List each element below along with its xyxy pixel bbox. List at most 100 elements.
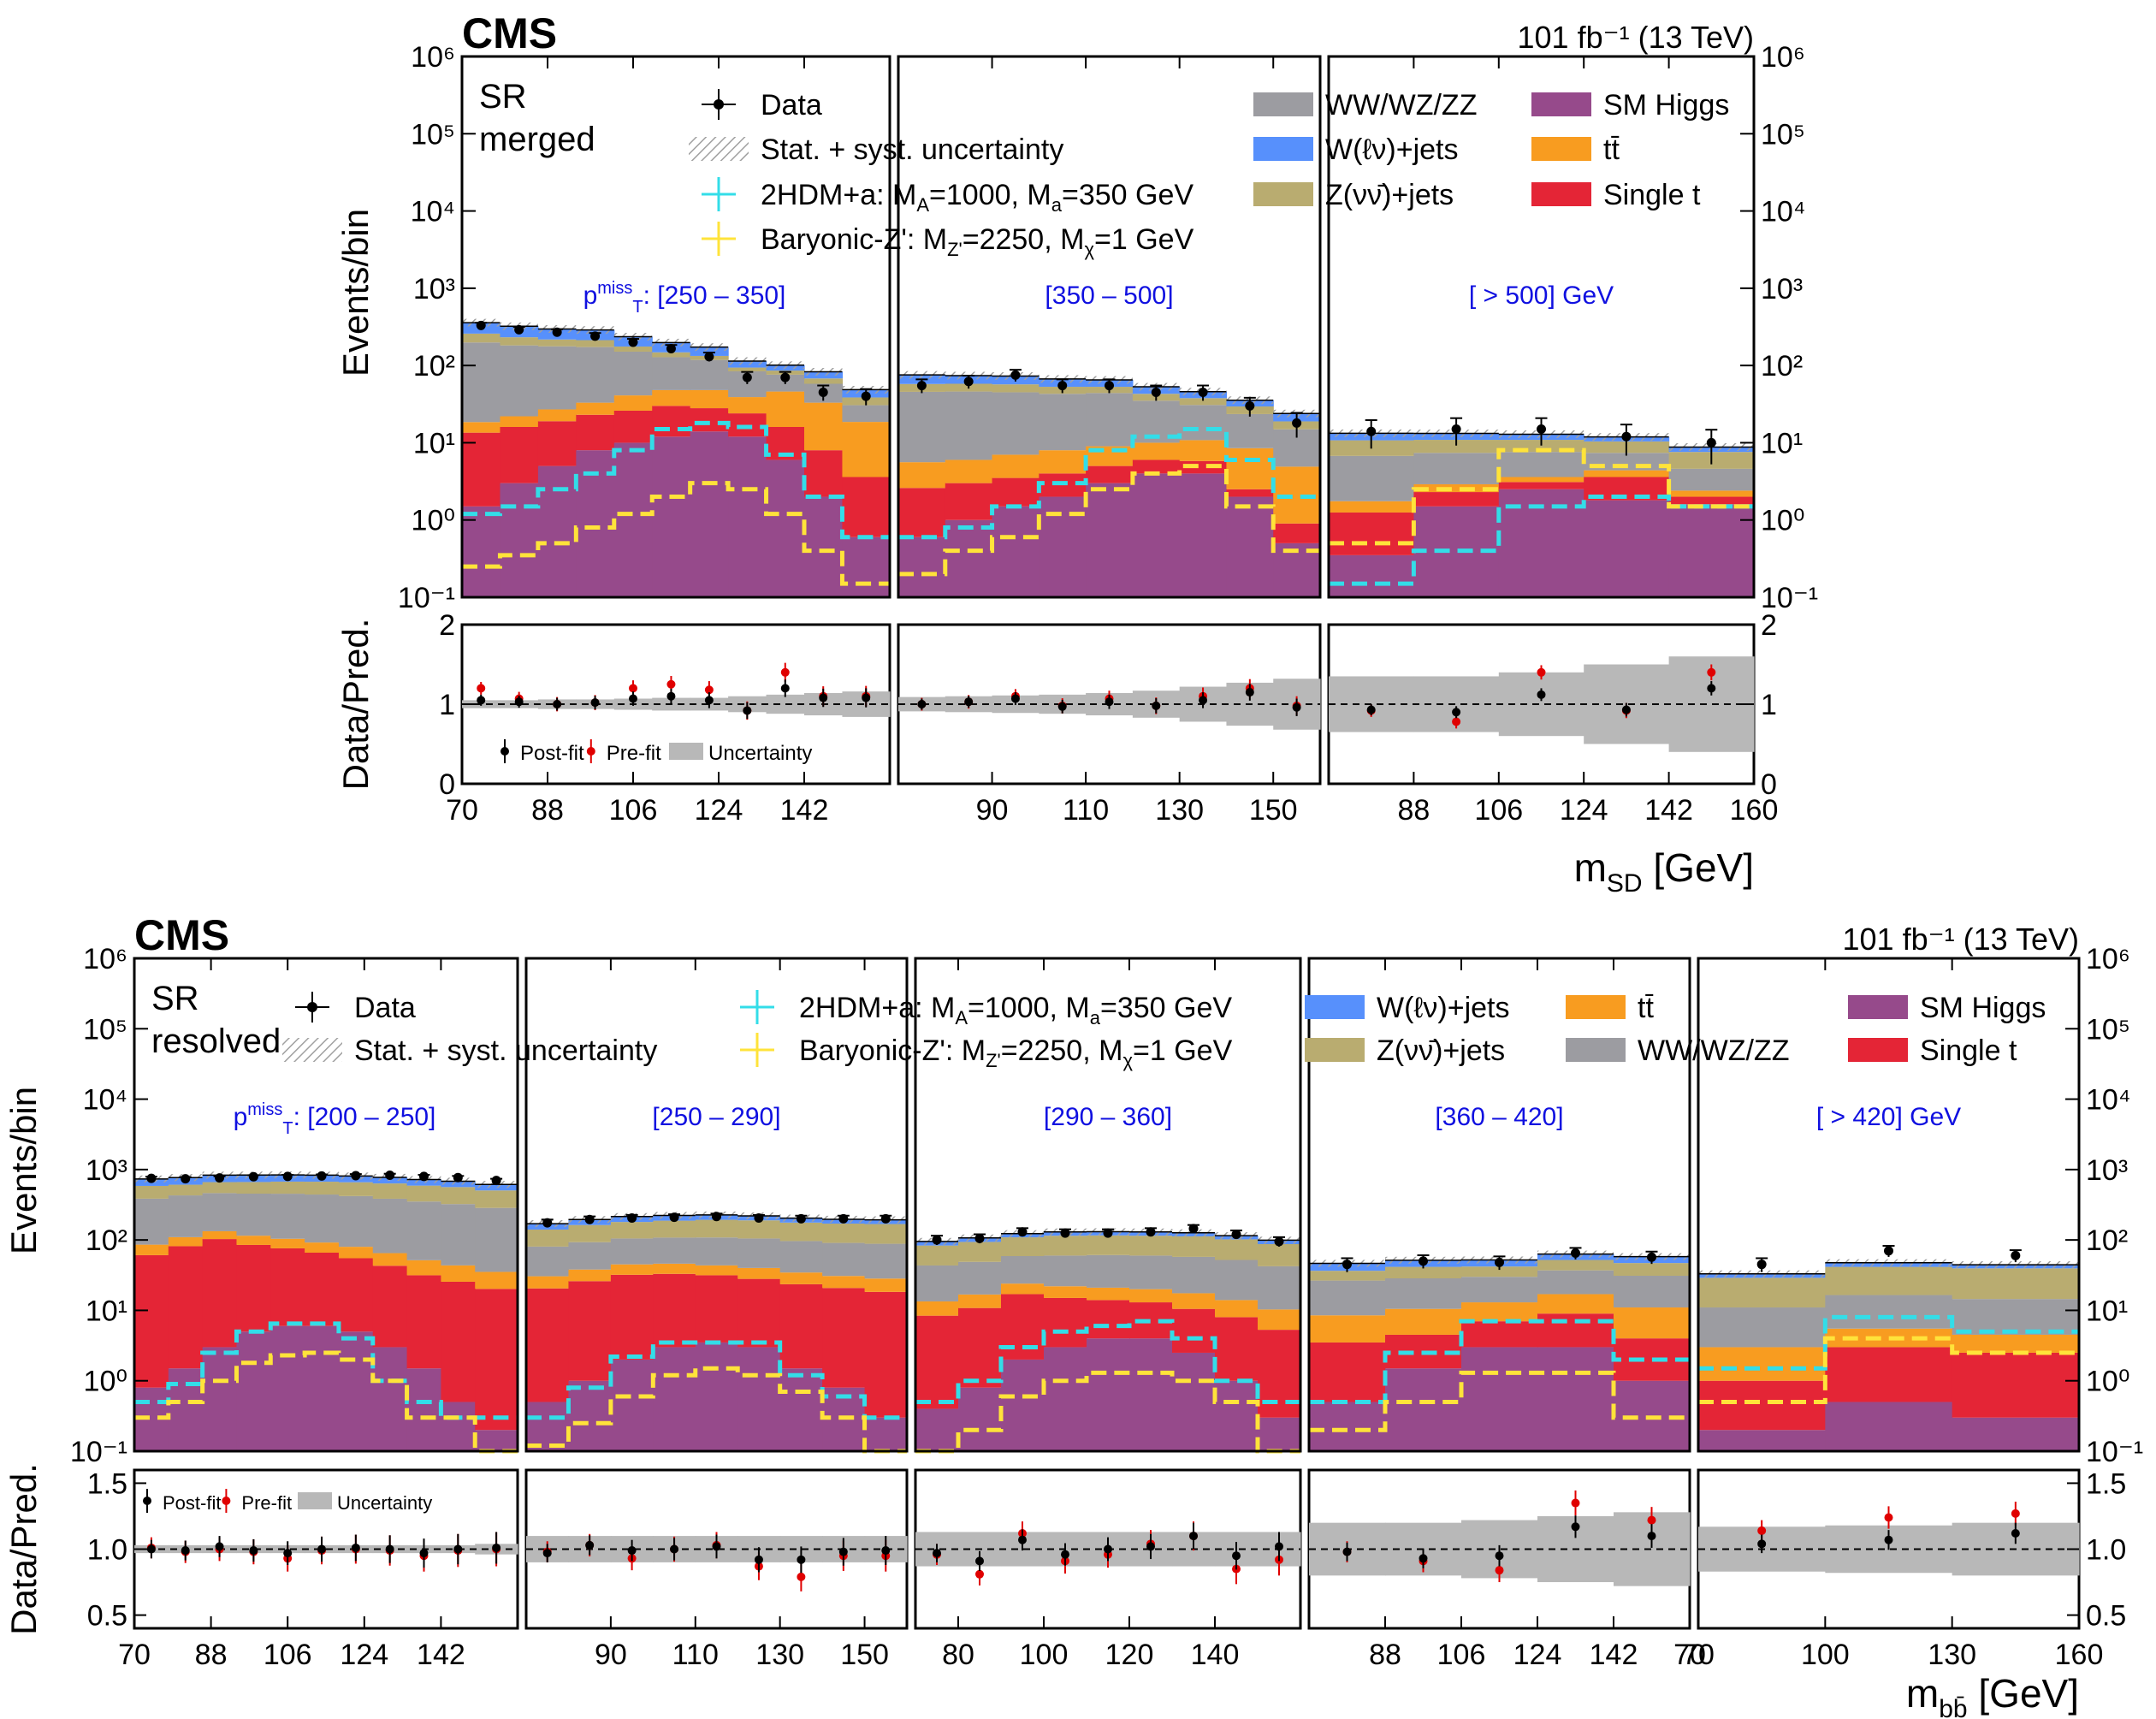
bar-zjets	[728, 367, 767, 371]
bar-zjets	[305, 1182, 340, 1195]
postfit-point	[1707, 684, 1716, 693]
data-point	[282, 1171, 293, 1182]
bar-ttbar	[737, 1267, 781, 1279]
bar-ttbar	[864, 1278, 908, 1292]
y-tick-label: 10⁰	[412, 505, 455, 537]
bar-zjets	[737, 1220, 781, 1239]
legend-label-wjets: W(ℓν)+jets	[1325, 133, 1459, 166]
ptmiss-range: : [200 – 250]	[293, 1103, 436, 1131]
bar-singlet	[613, 410, 653, 443]
bar-ttbar	[804, 402, 844, 451]
y-tick-label: 10³	[86, 1154, 127, 1187]
bar-diboson	[690, 359, 729, 390]
x-axis-title: mbb̄ [GeV]	[1906, 1671, 2079, 1719]
postfit-point	[1104, 1544, 1112, 1554]
bar-zjets	[1172, 1236, 1216, 1257]
signal-baryonic-line	[526, 1366, 907, 1454]
x-axis-symbol: m	[1574, 845, 1607, 890]
postfit-point	[964, 697, 974, 707]
bar-diboson	[1498, 452, 1584, 477]
y-tick-label: 10⁰	[1761, 505, 1804, 537]
bar-diboson	[568, 1242, 612, 1270]
bar-higgs	[1226, 496, 1274, 597]
legend-higgs: SM Higgs	[1531, 89, 1729, 122]
bar-zjets	[270, 1181, 305, 1194]
y-tick-label: 10¹	[86, 1295, 127, 1327]
postfit-point	[1621, 705, 1631, 714]
bar-singlet	[236, 1244, 271, 1332]
legend-bzp: Baryonic-Z': MZ'=2250, Mχ=1 GeV	[740, 1033, 1233, 1071]
bar-ttbar	[1179, 440, 1228, 461]
signal-2hdma-line	[526, 1340, 907, 1420]
postfit-point	[881, 1546, 891, 1556]
bar-diboson	[1039, 394, 1087, 451]
bar-ttbar	[728, 397, 767, 414]
legend-data: Data	[702, 89, 822, 122]
legend-text: =1 GeV	[1133, 1034, 1233, 1067]
bar-singlet	[1087, 1300, 1130, 1339]
legend-text: =350 GeV	[1100, 992, 1232, 1024]
legend-label-diboson: WW/WZ/ZZ	[1325, 89, 1477, 122]
bar-diboson	[1309, 1280, 1386, 1316]
ptmiss-subscript: T	[632, 298, 643, 317]
bar-ttbar	[537, 409, 577, 422]
ptmiss-range: : [250 – 350]	[643, 282, 786, 310]
bar-singlet	[1001, 1294, 1045, 1360]
legend-label-higgs: SM Higgs	[1920, 992, 2046, 1024]
ratio-y-tick-label: 0.5	[87, 1600, 127, 1633]
bar-singlet	[475, 1289, 518, 1431]
legend-swatch-singlet	[1848, 1038, 1908, 1062]
y-tick-label: 10²	[86, 1224, 127, 1257]
signal-2hdma-line	[1698, 1314, 2079, 1371]
bar-ttbar	[500, 416, 539, 427]
data-point	[1017, 1227, 1028, 1237]
data-point	[248, 1171, 258, 1182]
postfit-point	[666, 691, 676, 701]
data-point	[1060, 1228, 1070, 1238]
data-point	[1419, 1256, 1428, 1266]
x-tick-label: 70	[1673, 1639, 1706, 1671]
bar-diboson	[779, 1241, 823, 1273]
postfit-point	[704, 696, 714, 705]
legend-subscript: χ	[1122, 1050, 1133, 1071]
postfit-point	[1245, 688, 1254, 697]
main-frame	[1327, 55, 1756, 599]
bar-singlet	[1215, 1317, 1259, 1381]
postfit-point	[1275, 1542, 1283, 1551]
bar-singlet	[695, 1275, 738, 1343]
x-tick-label: 88	[1397, 794, 1430, 827]
ratio-y-tick-label: 1.0	[87, 1534, 127, 1567]
bar-ttbar	[1461, 1302, 1538, 1322]
legend-label-uncertainty: Uncertainty	[708, 742, 812, 765]
bar-zjets	[1001, 1237, 1045, 1256]
bar-singlet	[1668, 496, 1755, 505]
legend-subscript: Z'	[947, 239, 962, 260]
ratio-y-tick-label: 2	[1761, 609, 1777, 642]
legend-swatch-higgs	[1848, 995, 1908, 1019]
data-point	[2011, 1250, 2021, 1260]
ratio-y-tick-label: 1.5	[87, 1467, 127, 1500]
legend-text: 2HDM+a: M	[761, 179, 916, 211]
bar-diboson	[1413, 453, 1500, 484]
bar-diboson	[236, 1193, 271, 1236]
bar-singlet	[406, 1275, 441, 1369]
data-point	[453, 1172, 463, 1183]
x-tick-label: 130	[755, 1639, 804, 1671]
x-tick-label: 110	[1063, 794, 1109, 827]
bar-singlet	[1698, 1380, 1826, 1431]
bar-singlet	[842, 477, 891, 537]
data-point	[590, 331, 601, 341]
postfit-point	[1105, 697, 1114, 707]
bar-singlet	[822, 1288, 866, 1388]
bar-singlet	[779, 1283, 823, 1369]
legend-label-zjets: Z(νν̄)+jets	[1377, 1034, 1505, 1067]
bar-higgs	[898, 536, 946, 597]
bar-diboson	[1461, 1277, 1538, 1303]
panel-resolved-3: 80 100 120 140 [290 – 360]	[914, 957, 1302, 1671]
bar-higgs	[1461, 1347, 1538, 1451]
data-point	[628, 337, 638, 347]
postfit-point	[1366, 705, 1376, 714]
region-label-name: merged	[479, 121, 595, 158]
bar-singlet	[1273, 523, 1321, 543]
postfit-point	[317, 1544, 327, 1554]
